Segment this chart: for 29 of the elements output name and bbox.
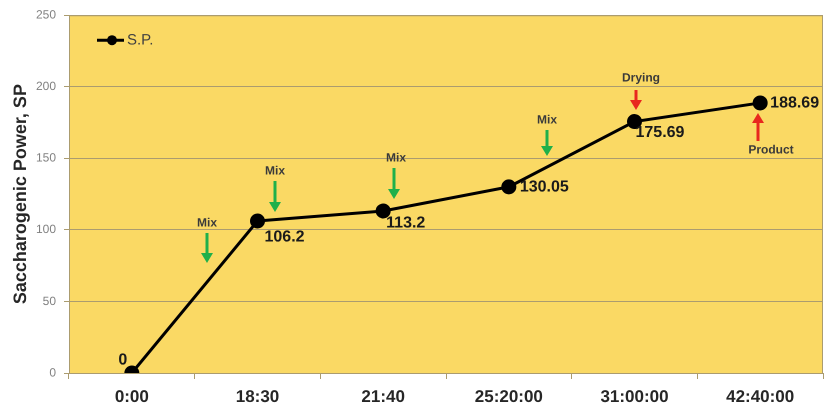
y-tick-label: 250 <box>36 8 56 22</box>
data-label: 175.69 <box>636 124 685 141</box>
y-tick-label: 150 <box>36 150 56 165</box>
annotation: Mix <box>386 150 406 164</box>
x-tick-label: 31:00:00 <box>600 386 669 406</box>
data-label: 130.05 <box>520 178 569 196</box>
y-tick-label: 100 <box>36 222 56 236</box>
annotation: Mix <box>264 163 286 178</box>
data-label: 113.2 <box>386 214 426 232</box>
data-label: 0 <box>118 351 128 368</box>
y-tick-label: 200 <box>36 79 56 94</box>
x-tick-label: 21:40 <box>361 386 405 406</box>
point <box>250 214 265 229</box>
annotation: Drying <box>622 70 660 84</box>
y-axis-title: Saccharogenic Power, SP <box>10 84 30 304</box>
point <box>752 95 768 110</box>
x-tick-label: 18:30 <box>236 386 280 406</box>
x-tick-label: 25:20:00 <box>474 386 543 406</box>
legend-label: S.P. <box>127 31 154 48</box>
annotation: Mix <box>536 112 558 126</box>
data-label: 106.2 <box>264 228 305 246</box>
annotation: Mix <box>196 215 218 230</box>
x-tick-label: 42:40:00 <box>726 386 794 406</box>
annotation: Product <box>748 142 794 156</box>
data-label: 188.69 <box>770 94 820 112</box>
point <box>501 179 516 194</box>
x-tick-label: 0:00 <box>114 386 149 406</box>
y-tick-label: 0 <box>49 365 56 380</box>
y-tick-label: 50 <box>42 294 56 308</box>
